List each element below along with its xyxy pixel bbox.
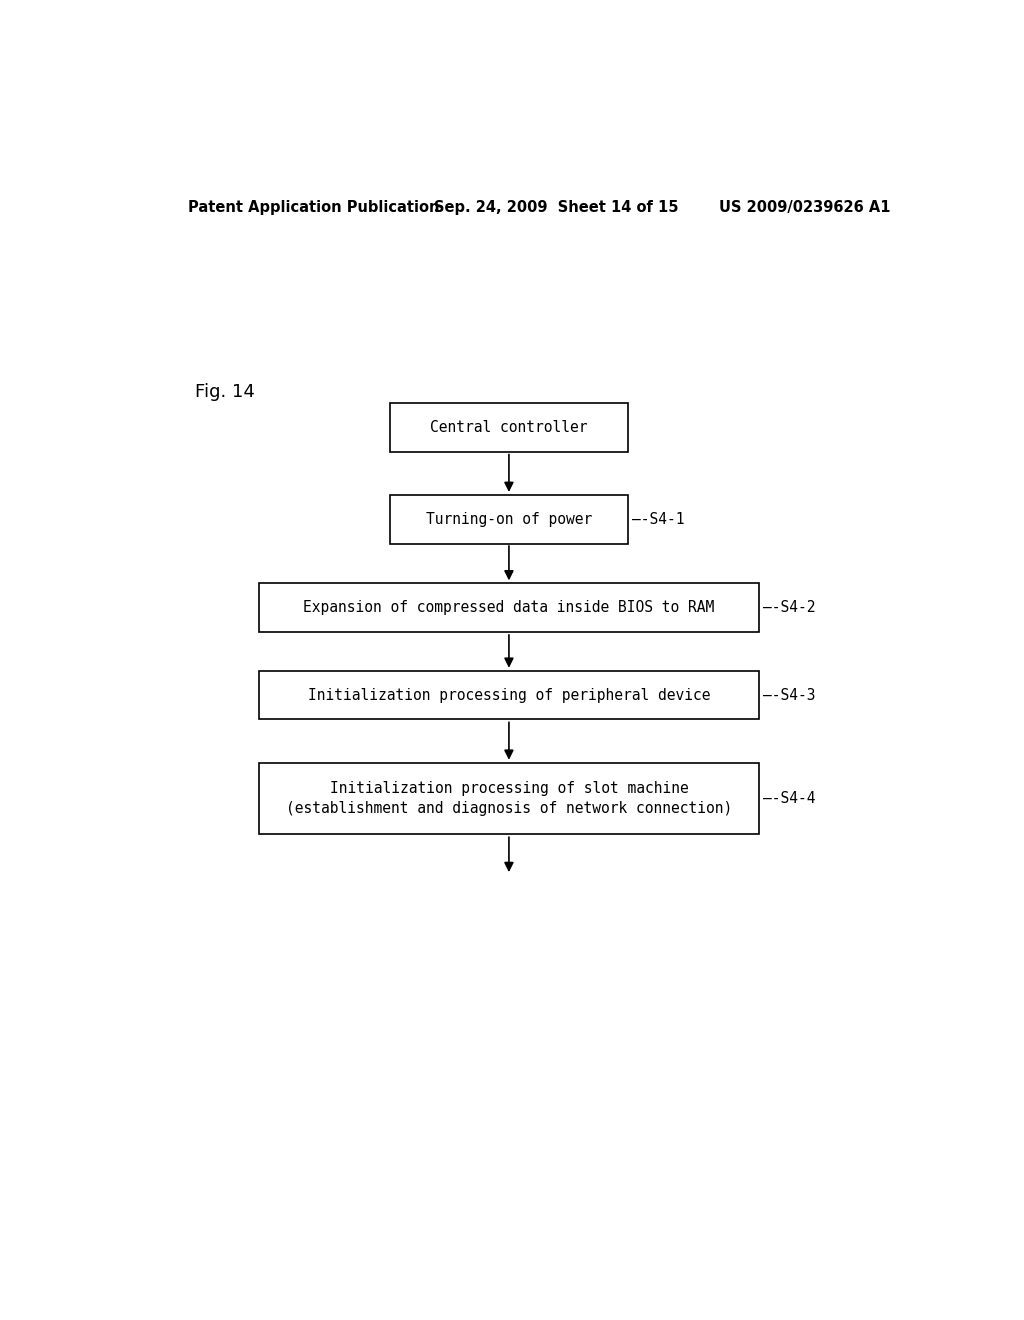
FancyBboxPatch shape bbox=[390, 404, 628, 453]
Text: Initialization processing of slot machine
(establishment and diagnosis of networ: Initialization processing of slot machin… bbox=[286, 781, 732, 816]
Text: [Activation processing]: [Activation processing] bbox=[394, 432, 624, 450]
Text: US 2009/0239626 A1: US 2009/0239626 A1 bbox=[719, 199, 891, 215]
Text: —-S4-2: —-S4-2 bbox=[763, 601, 815, 615]
FancyBboxPatch shape bbox=[259, 583, 759, 632]
Text: Expansion of compressed data inside BIOS to RAM: Expansion of compressed data inside BIOS… bbox=[303, 601, 715, 615]
Text: Patent Application Publication: Patent Application Publication bbox=[187, 199, 439, 215]
FancyBboxPatch shape bbox=[259, 763, 759, 834]
Text: —-S4-4: —-S4-4 bbox=[763, 791, 815, 807]
Text: —-S4-3: —-S4-3 bbox=[763, 688, 815, 702]
Text: Fig. 14: Fig. 14 bbox=[196, 383, 255, 401]
FancyBboxPatch shape bbox=[390, 495, 628, 544]
Text: Sep. 24, 2009  Sheet 14 of 15: Sep. 24, 2009 Sheet 14 of 15 bbox=[433, 199, 678, 215]
Text: Central controller: Central controller bbox=[430, 420, 588, 436]
FancyBboxPatch shape bbox=[259, 671, 759, 719]
Text: —-S4-1: —-S4-1 bbox=[632, 512, 684, 527]
Text: Initialization processing of peripheral device: Initialization processing of peripheral … bbox=[307, 688, 711, 702]
Text: Turning-on of power: Turning-on of power bbox=[426, 512, 592, 527]
